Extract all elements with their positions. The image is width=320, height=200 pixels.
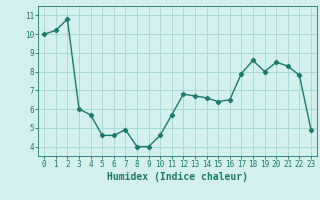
X-axis label: Humidex (Indice chaleur): Humidex (Indice chaleur) <box>107 172 248 182</box>
